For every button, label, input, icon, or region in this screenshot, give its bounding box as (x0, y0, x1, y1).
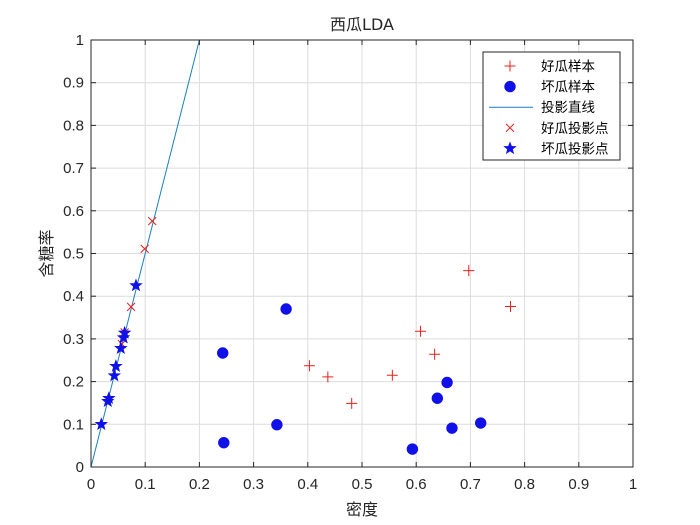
legend-marker (505, 123, 515, 133)
y-tick-label: 0.2 (63, 374, 84, 391)
data-point (101, 394, 115, 407)
data-point (474, 417, 487, 429)
data-point (415, 325, 427, 337)
x-axis-label: 密度 (346, 500, 378, 519)
legend-label: 好瓜样本 (541, 59, 595, 75)
data-point (129, 278, 143, 292)
x-tick-label: 0.5 (352, 476, 373, 493)
legend-marker (504, 80, 516, 93)
data-point (322, 371, 334, 383)
data-point (107, 368, 122, 382)
y-tick-label: 0.5 (63, 246, 84, 263)
series-4-markers (94, 278, 143, 431)
legend-label: 坏瓜投影点 (541, 141, 609, 157)
legend-box (482, 51, 621, 161)
y-tick-label: 0.7 (63, 160, 84, 177)
data-point (303, 360, 315, 372)
legend-item: 坏瓜样本 (504, 80, 595, 96)
data-point (463, 265, 475, 277)
data-point (271, 419, 283, 431)
data-point (446, 422, 458, 434)
data-point (94, 417, 109, 431)
data-point (431, 392, 444, 404)
y-tick-label: 1 (76, 32, 84, 49)
series-1-markers (217, 303, 487, 455)
legend-marker (504, 60, 516, 72)
x-tick-label: 0.2 (189, 476, 210, 493)
plot-content (91, 40, 517, 467)
x-tick-label: 0.4 (297, 476, 318, 493)
legend-item: 投影直线 (489, 100, 595, 116)
data-point (280, 303, 292, 315)
x-tick-label: 0.3 (243, 476, 264, 493)
x-tick-label: 0.7 (460, 476, 481, 493)
data-point (147, 216, 157, 226)
data-point (116, 330, 131, 344)
x-tick-label: 0.8 (514, 476, 535, 493)
x-tick-label: 0.9 (568, 476, 589, 493)
data-point (505, 300, 517, 312)
y-tick-label: 0.3 (63, 331, 84, 348)
legend-item: 好瓜样本 (504, 59, 595, 75)
x-axis: 0 0.1 0.2 0.3 0.4 0.5 0.6 0.7 0.8 0.9 1 (87, 40, 637, 493)
y-tick-label: 0.4 (63, 288, 84, 305)
legend-label: 投影直线 (541, 100, 595, 116)
legend-item: 好瓜投影点 (505, 121, 609, 137)
data-point (429, 348, 441, 360)
data-point (218, 436, 230, 449)
x-tick-label: 0.1 (135, 476, 156, 493)
data-point (346, 397, 358, 409)
data-point (114, 341, 128, 355)
data-point (406, 443, 419, 455)
x-tick-label: 0 (87, 476, 95, 493)
data-point (109, 359, 123, 372)
x-tick-label: 0.6 (406, 476, 427, 493)
series-0-markers (303, 265, 517, 409)
legend-label: 好瓜投影点 (541, 121, 609, 137)
y-tick-label: 0 (76, 459, 84, 476)
legend-label: 坏瓜样本 (541, 80, 595, 96)
legend-item: 坏瓜投影点 (503, 141, 609, 157)
y-tick-label: 0.1 (63, 416, 84, 433)
y-axis-label: 含糖率 (37, 229, 56, 277)
data-point (217, 347, 229, 359)
data-point (441, 376, 453, 389)
y-axis: 0 0.1 0.2 0.3 0.4 0.5 0.6 0.7 0.8 0.9 1 (63, 32, 633, 476)
y-tick-label: 0.9 (63, 75, 84, 92)
x-tick-label: 1 (629, 476, 637, 493)
legend-marker (503, 141, 517, 155)
y-tick-label: 0.6 (63, 203, 84, 220)
data-point (386, 369, 398, 381)
data-point (140, 244, 149, 254)
y-tick-label: 0.8 (63, 117, 84, 134)
data-point (126, 302, 136, 312)
chart-title: 西瓜LDA (330, 15, 394, 34)
